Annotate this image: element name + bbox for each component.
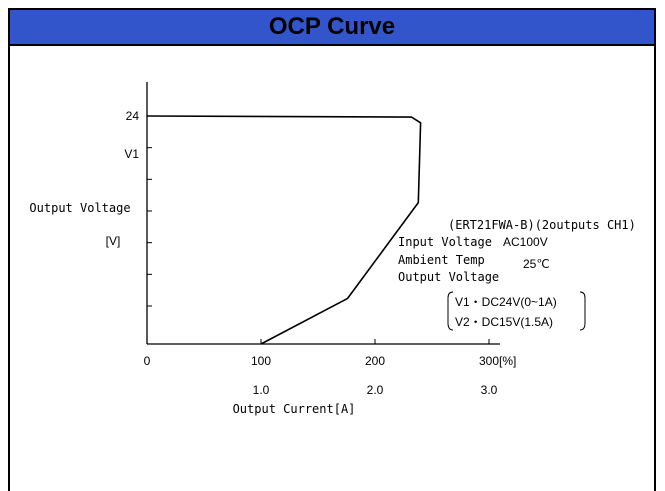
ocp-series-line: [146, 115, 422, 345]
output-voltage-label: Output Voltage: [398, 270, 499, 284]
ambient-temp-label: Ambient Temp: [398, 253, 485, 267]
panel-title: OCP Curve: [10, 10, 654, 46]
x-tick-label: 100: [251, 354, 271, 368]
y-axis-unit: [V]: [106, 234, 121, 248]
v2-spec: V2・DC15V(1.5A): [455, 315, 553, 329]
y-tick-label: 24: [126, 109, 140, 123]
ocp-curve-panel: OCP Curve: [8, 8, 656, 491]
model-annotation: (ERT21FWA-B)(2outputs CH1): [448, 218, 636, 232]
x-current-label: 3.0: [481, 383, 498, 397]
y-axis-title: Output Voltage: [29, 201, 130, 215]
input-voltage-value: AC100V: [503, 235, 548, 249]
x-tick-label: 200: [365, 354, 385, 368]
input-voltage-label: Input Voltage: [398, 235, 492, 249]
x-tick-label: 0: [144, 354, 151, 368]
ambient-temp-value: 25℃: [523, 257, 550, 271]
x-current-label: 2.0: [367, 383, 384, 397]
x-tick-label: 300: [479, 354, 499, 368]
x-axis-title: Output Current[A]: [233, 402, 356, 416]
bracket-left: [447, 291, 454, 331]
x-unit-label: [%]: [499, 354, 516, 368]
y-tick-label: V1: [124, 147, 139, 161]
x-current-label: 1.0: [253, 383, 270, 397]
v1-spec: V1・DC24V(0~1A): [455, 295, 557, 309]
bracket-right: [579, 291, 586, 331]
